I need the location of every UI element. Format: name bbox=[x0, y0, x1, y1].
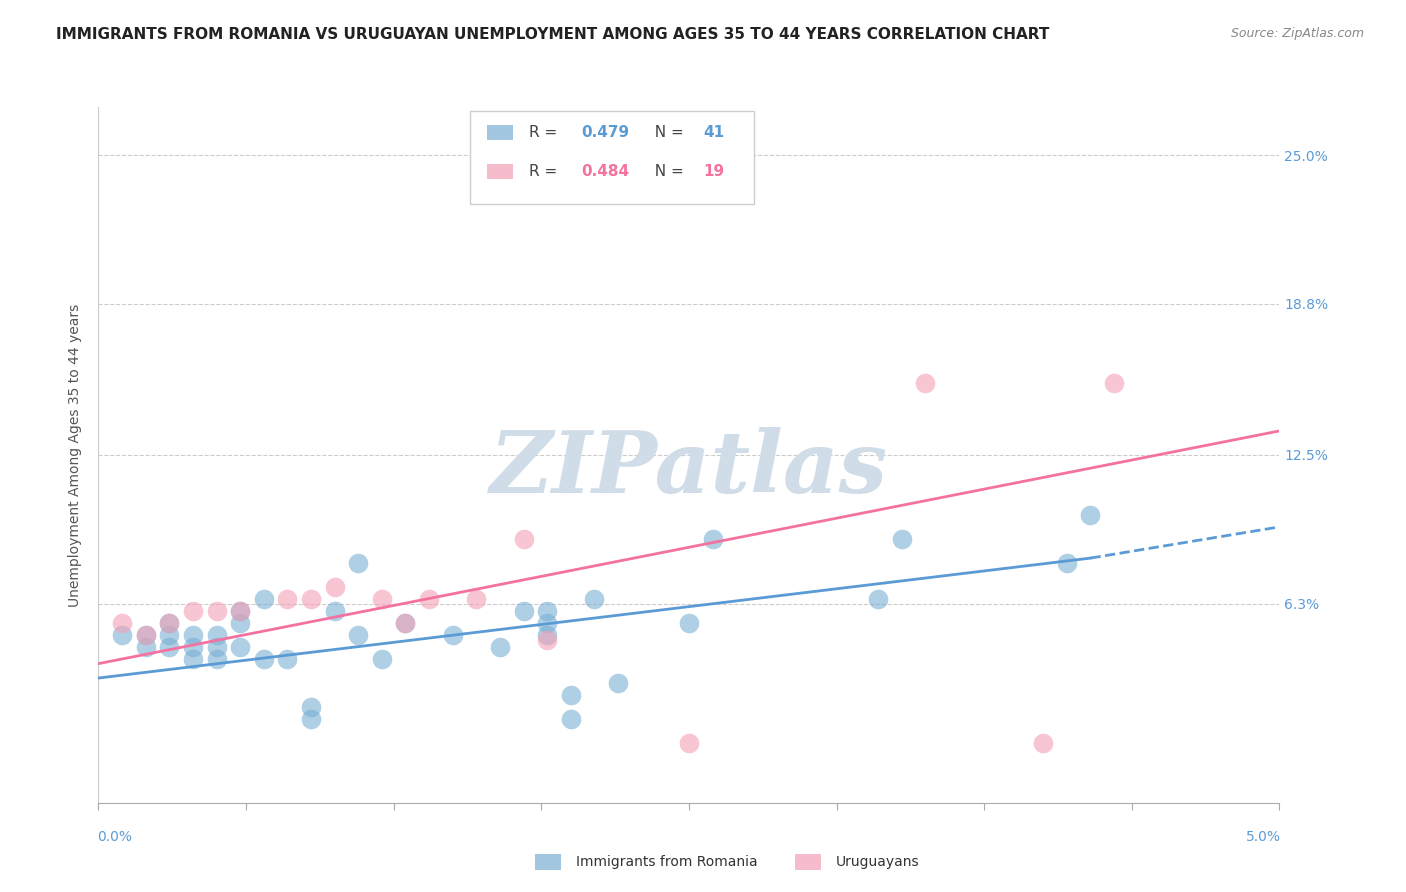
Point bbox=[890, 532, 912, 546]
Point bbox=[157, 628, 180, 642]
FancyBboxPatch shape bbox=[486, 164, 513, 179]
Point bbox=[205, 640, 228, 654]
Point bbox=[394, 615, 416, 630]
Point bbox=[205, 604, 228, 618]
Text: IMMIGRANTS FROM ROMANIA VS URUGUAYAN UNEMPLOYMENT AMONG AGES 35 TO 44 YEARS CORR: IMMIGRANTS FROM ROMANIA VS URUGUAYAN UNE… bbox=[56, 27, 1050, 42]
Point bbox=[418, 591, 440, 606]
Point bbox=[678, 736, 700, 750]
Text: N =: N = bbox=[645, 164, 689, 179]
Text: 41: 41 bbox=[703, 125, 724, 140]
Point bbox=[111, 615, 134, 630]
Point bbox=[347, 628, 370, 642]
Point bbox=[489, 640, 512, 654]
Point bbox=[441, 628, 464, 642]
Point bbox=[229, 640, 252, 654]
Y-axis label: Unemployment Among Ages 35 to 44 years: Unemployment Among Ages 35 to 44 years bbox=[69, 303, 83, 607]
Point bbox=[229, 604, 252, 618]
Point bbox=[229, 604, 252, 618]
Point bbox=[276, 652, 298, 666]
Point bbox=[583, 591, 606, 606]
Point bbox=[512, 532, 534, 546]
Text: 0.484: 0.484 bbox=[582, 164, 630, 179]
FancyBboxPatch shape bbox=[536, 855, 561, 870]
Point bbox=[299, 591, 322, 606]
Text: R =: R = bbox=[530, 164, 562, 179]
Point bbox=[465, 591, 488, 606]
Point bbox=[135, 628, 157, 642]
Point bbox=[157, 615, 180, 630]
Text: R =: R = bbox=[530, 125, 562, 140]
Point bbox=[299, 712, 322, 726]
Point bbox=[371, 652, 394, 666]
Point bbox=[914, 376, 936, 390]
Point bbox=[299, 699, 322, 714]
Point bbox=[536, 604, 558, 618]
Point bbox=[157, 615, 180, 630]
Point bbox=[536, 628, 558, 642]
Point bbox=[394, 615, 416, 630]
Point bbox=[157, 640, 180, 654]
Point bbox=[536, 632, 558, 647]
Point bbox=[323, 604, 346, 618]
Text: 19: 19 bbox=[703, 164, 724, 179]
Text: Source: ZipAtlas.com: Source: ZipAtlas.com bbox=[1230, 27, 1364, 40]
FancyBboxPatch shape bbox=[796, 855, 821, 870]
FancyBboxPatch shape bbox=[471, 111, 754, 204]
Text: Immigrants from Romania: Immigrants from Romania bbox=[575, 855, 758, 869]
Point bbox=[347, 556, 370, 570]
Point bbox=[323, 580, 346, 594]
Point bbox=[135, 640, 157, 654]
Point bbox=[866, 591, 889, 606]
Point bbox=[1080, 508, 1102, 522]
Point bbox=[560, 712, 582, 726]
Text: N =: N = bbox=[645, 125, 689, 140]
Text: ZIPatlas: ZIPatlas bbox=[489, 427, 889, 510]
Text: 5.0%: 5.0% bbox=[1246, 830, 1281, 844]
FancyBboxPatch shape bbox=[486, 125, 513, 140]
Point bbox=[276, 591, 298, 606]
Point bbox=[205, 652, 228, 666]
Point bbox=[560, 688, 582, 702]
Text: 0.479: 0.479 bbox=[582, 125, 630, 140]
Point bbox=[371, 591, 394, 606]
Point bbox=[181, 628, 204, 642]
Point bbox=[181, 640, 204, 654]
Point bbox=[181, 604, 204, 618]
Point bbox=[512, 604, 534, 618]
Point bbox=[205, 628, 228, 642]
Point bbox=[253, 591, 276, 606]
Point bbox=[1102, 376, 1125, 390]
Point bbox=[229, 615, 252, 630]
Text: 0.0%: 0.0% bbox=[97, 830, 132, 844]
Point bbox=[1056, 556, 1078, 570]
Text: Uruguayans: Uruguayans bbox=[835, 855, 920, 869]
Point bbox=[135, 628, 157, 642]
Point bbox=[678, 615, 700, 630]
Point bbox=[181, 652, 204, 666]
Point bbox=[1032, 736, 1054, 750]
Point bbox=[536, 615, 558, 630]
Point bbox=[607, 676, 630, 690]
Point bbox=[253, 652, 276, 666]
Point bbox=[702, 532, 724, 546]
Point bbox=[111, 628, 134, 642]
